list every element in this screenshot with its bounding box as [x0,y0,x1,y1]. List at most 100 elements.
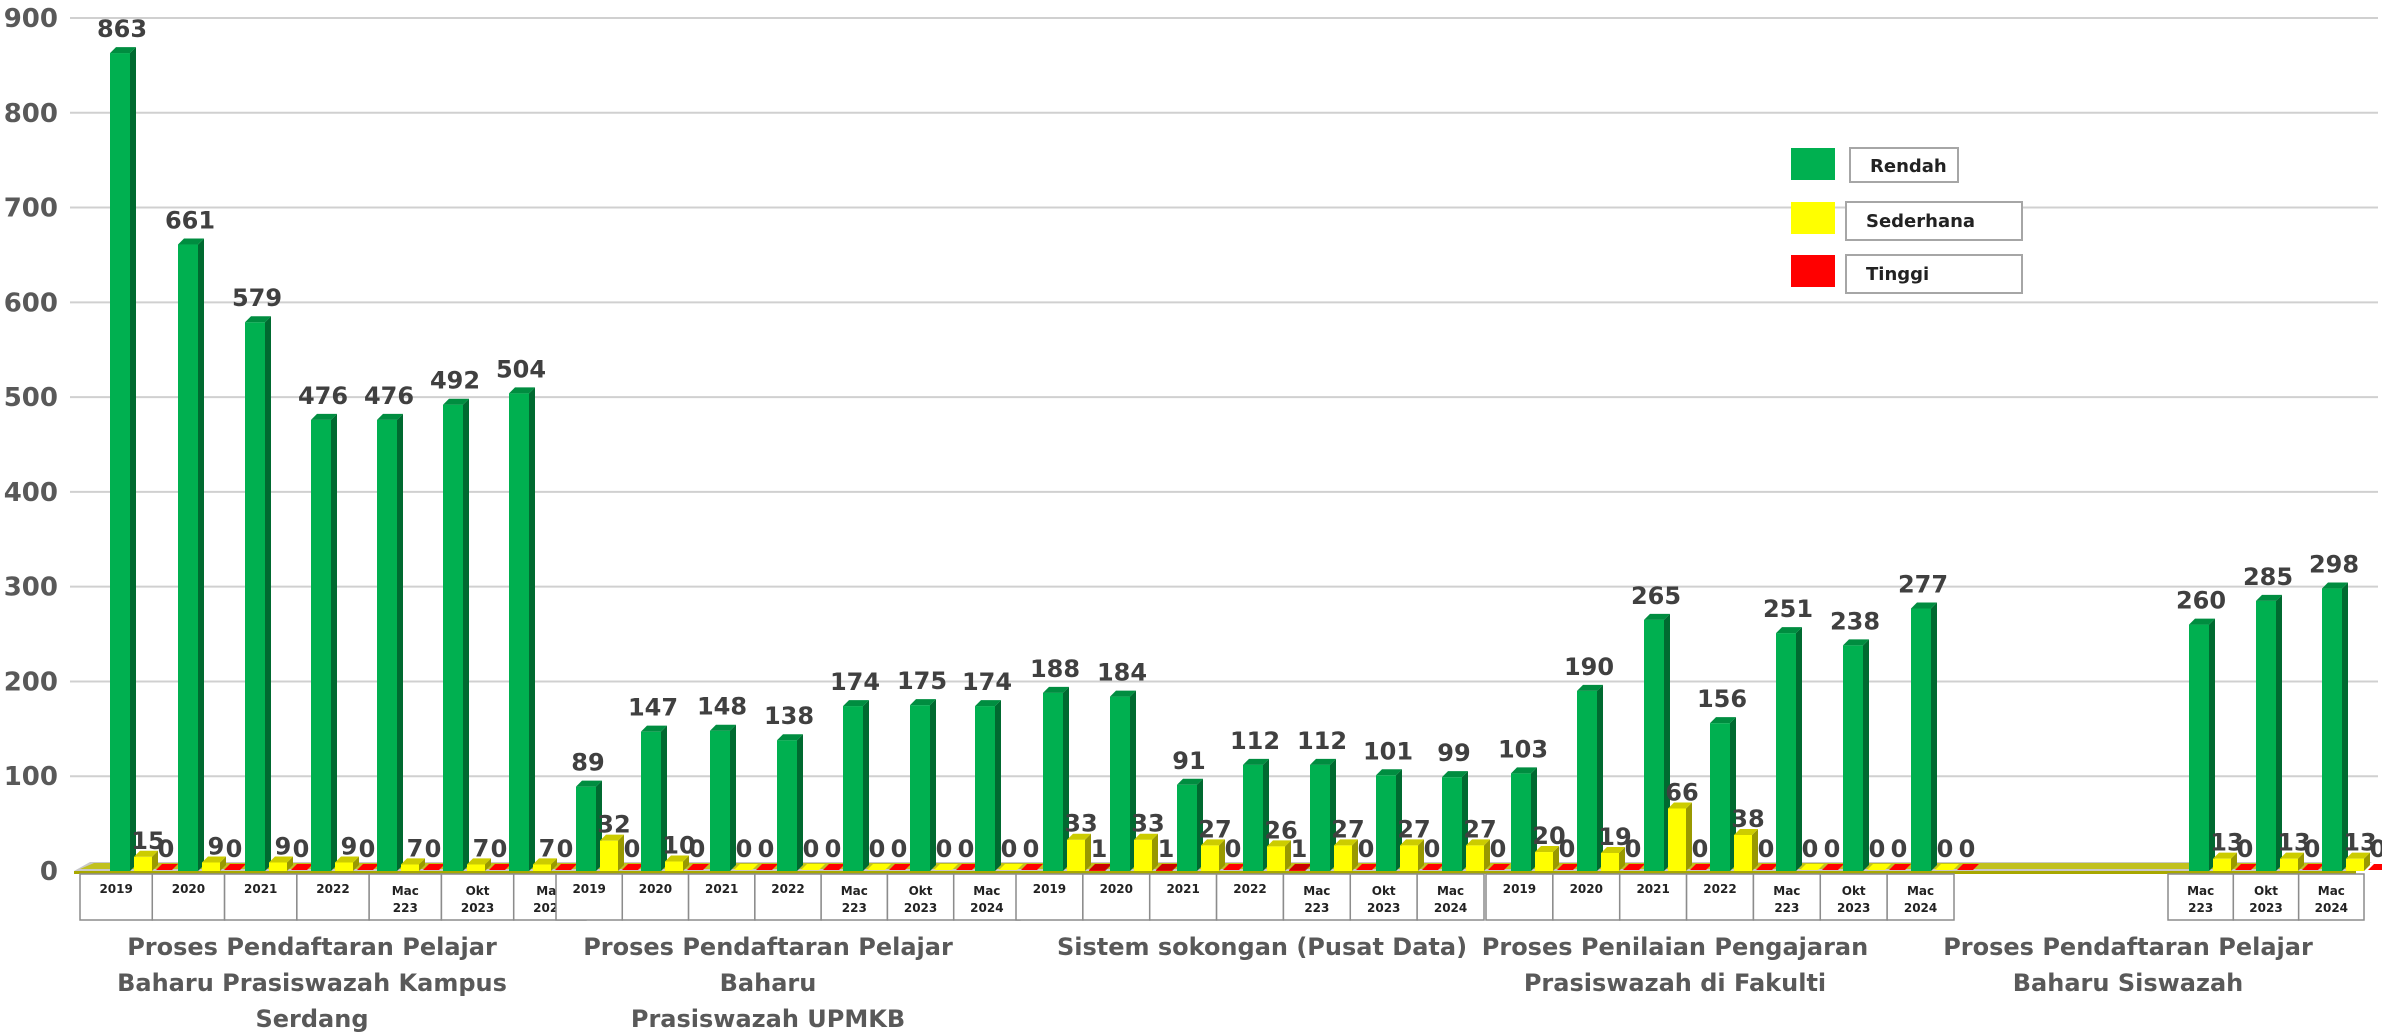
data-label-tinggi: 0 [2370,835,2382,863]
bar-sederhana [533,858,557,871]
bar-sederhana [1800,864,1824,870]
data-label-tinggi: 0 [891,835,908,863]
data-label-rendah: 661 [165,207,215,235]
category-cell [1416,873,1485,921]
category-cell [621,873,690,921]
data-label-sederhana: 33 [1064,810,1097,838]
category-label: 223 [2188,901,2213,915]
legend: Rendah Sederhana Tinggi [1791,147,2023,294]
category-label: 2023 [461,901,494,915]
bar-tinggi [956,864,978,870]
data-label-rendah: 251 [1763,595,1813,623]
bar-rendah [1110,690,1136,871]
y-tick-label: 800 [4,99,58,129]
category-label: Mac [2318,884,2345,898]
data-label-rendah: 863 [97,15,147,43]
data-label-rendah: 504 [496,355,546,383]
bar-sederhana [2213,852,2237,871]
bar-group-3: 1883311843319127011226111227010127099270… [1015,655,1510,961]
data-label-sederhana: 38 [1731,805,1764,833]
bar-tinggi [1021,864,1043,870]
data-label-tinggi: 0 [958,835,975,863]
data-label-tinggi: 0 [1424,835,1441,863]
bar-rendah [1843,639,1869,871]
data-label-rendah: 148 [697,693,747,721]
bar-rendah [1511,767,1537,871]
bar-tinggi [1690,864,1712,870]
bar-tinggi [823,864,845,870]
data-label-sederhana: 9 [275,832,292,860]
bar-tinggi [489,864,511,870]
bar-rendah [910,699,936,871]
data-label-sederhana: 0 [1937,835,1954,863]
category-label: 2022 [316,882,349,896]
data-label-sederhana: 26 [1264,816,1297,844]
category-cell [952,873,1021,921]
bar-tinggi [1756,864,1778,870]
data-label-rendah: 89 [571,749,604,777]
data-label-tinggi: 0 [1559,835,1576,863]
bar-tinggi [1557,864,1579,870]
data-label-rendah: 188 [1030,655,1080,683]
data-label-tinggi: 0 [825,835,842,863]
category-label: Okt [466,884,490,898]
data-label-sederhana: 0 [936,835,953,863]
data-label-rendah: 184 [1097,659,1147,687]
data-label-tinggi: 0 [758,835,775,863]
data-label-tinggi: 0 [689,835,706,863]
category-label: 2021 [705,882,738,896]
bar-rendah [245,316,271,871]
group-title-line: Proses Pendaftaran Pelajar [127,933,497,961]
category-label: Mac [1437,884,1464,898]
data-label-sederhana: 13 [2277,829,2310,857]
bar-sederhana [401,858,425,871]
data-label-rendah: 103 [1498,735,1548,763]
bar-tinggi [1089,864,1111,871]
bar-sederhana [1668,802,1692,871]
bar-rendah [641,725,667,871]
category-cell [1148,873,1218,921]
category-label: Mac [841,884,868,898]
data-label-sederhana: 0 [803,835,820,863]
bar-tinggi [156,864,178,870]
bar-rendah [178,238,204,871]
data-label-tinggi: 0 [226,835,243,863]
group-title-line: Baharu Siswazah [2013,969,2243,997]
y-tick-label: 400 [4,478,58,508]
category-label: 2021 [1636,882,1669,896]
category-label: 223 [1774,901,1799,915]
data-label-sederhana: 27 [1198,815,1231,843]
legend-swatch [1791,148,1835,180]
bar-sederhana [665,855,689,871]
data-label-rendah: 112 [1297,727,1347,755]
data-label-sederhana: 66 [1665,778,1698,806]
legend-item-sederhana: Sederhana [1791,201,2023,241]
bar-tinggi [357,864,379,870]
data-label-tinggi: 0 [624,835,641,863]
group-title-line: Proses Penilaian Pengajaran [1482,933,1868,961]
bar-sederhana [1867,864,1891,870]
bar-rendah [377,413,403,871]
bar-rendah [311,413,337,871]
legend-item-tinggi: Tinggi [1791,254,2023,294]
category-label: Mac [392,884,419,898]
category-cell [687,873,756,921]
group-title-line: Baharu Prasiswazah Kampus [117,969,507,997]
category-cell [79,873,154,921]
category-cell [1685,873,1755,921]
data-label-rendah: 579 [232,284,282,312]
bar-sederhana [1201,839,1225,871]
y-tick-label: 0 [40,857,58,887]
bar-sederhana [867,864,891,870]
data-label-sederhana: 33 [1131,810,1164,838]
group-title-line: Prasiswazah di Fakulti [1524,969,1826,997]
category-label: Okt [909,884,933,898]
data-label-tinggi: 0 [491,835,508,863]
data-label-rendah: 138 [764,702,814,730]
bar-rendah [1911,602,1937,871]
category-label: 2024 [970,901,1003,915]
data-label-tinggi: 0 [2237,835,2254,863]
data-label-rendah: 91 [1172,747,1205,775]
